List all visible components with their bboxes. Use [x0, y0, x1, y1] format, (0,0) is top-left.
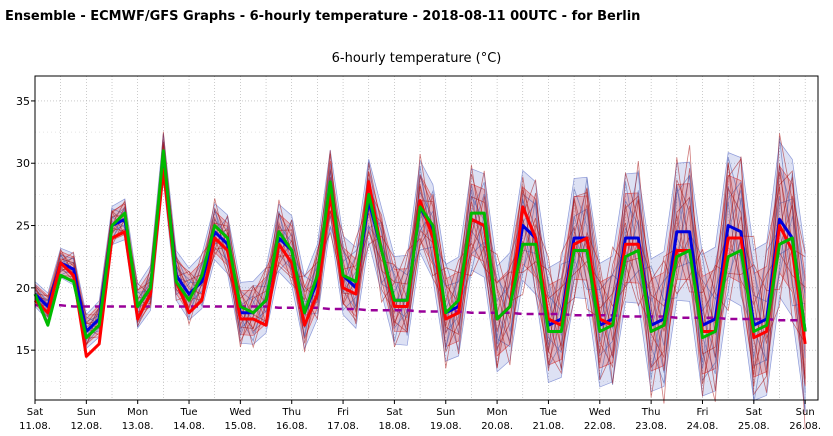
gfs-line: [33, 149, 807, 340]
x-tick-day: Sat: [746, 407, 762, 418]
x-tick-day: Sat: [386, 407, 402, 418]
page-header: Ensemble - ECMWF/GFS Graphs - 6-hourly t…: [5, 9, 641, 24]
x-tick-date: 15.08.: [224, 421, 256, 432]
plot-frame: [34, 75, 819, 401]
x-tick-day: Sun: [436, 407, 455, 418]
x-tick-date: 23.08.: [635, 421, 667, 432]
x-tick-day: Sun: [77, 407, 96, 418]
x-tick-day: Tue: [539, 407, 557, 418]
x-tick-day: Tue: [179, 407, 197, 418]
x-tick-date: 12.08.: [70, 421, 102, 432]
mean-line: [35, 304, 806, 322]
x-tick-date: 11.08.: [19, 421, 51, 432]
ecmwf-line: [33, 167, 807, 358]
x-tick-date: 13.08.: [122, 421, 154, 432]
x-tick-day: Wed: [589, 407, 611, 418]
y-tick-label: 20: [16, 282, 30, 295]
x-tick-day: Wed: [229, 407, 251, 418]
x-tick-date: 25.08.: [738, 421, 770, 432]
x-tick-date: 21.08.: [533, 421, 565, 432]
x-tick-day: Fri: [337, 407, 349, 418]
x-tick-day: Mon: [127, 407, 148, 418]
y-tick-label: 15: [16, 344, 30, 357]
y-tick-label: 25: [16, 220, 30, 233]
x-tick-date: 14.08.: [173, 421, 205, 432]
x-tick-day: Thu: [641, 407, 661, 418]
x-tick-date: 24.08.: [687, 421, 719, 432]
x-tick-date: 19.08.: [430, 421, 462, 432]
x-tick-date: 20.08.: [481, 421, 513, 432]
x-tick-date: 16.08.: [276, 421, 308, 432]
y-tick-label: 35: [16, 95, 30, 108]
x-tick-day: Sun: [796, 407, 815, 418]
x-tick-day: Sat: [27, 407, 43, 418]
y-tick-label: 30: [16, 157, 30, 170]
ecmwf-member-line: [34, 131, 806, 430]
chart-title: 6-hourly temperature (°C): [331, 51, 502, 66]
x-tick-date: 17.08.: [327, 421, 359, 432]
x-tick-date: 18.08.: [379, 421, 411, 432]
x-tick-date: 26.08.: [789, 421, 821, 432]
x-tick-date: 22.08.: [584, 421, 616, 432]
x-tick-day: Mon: [487, 407, 508, 418]
x-tick-day: Fri: [697, 407, 709, 418]
x-tick-day: Thu: [281, 407, 301, 418]
